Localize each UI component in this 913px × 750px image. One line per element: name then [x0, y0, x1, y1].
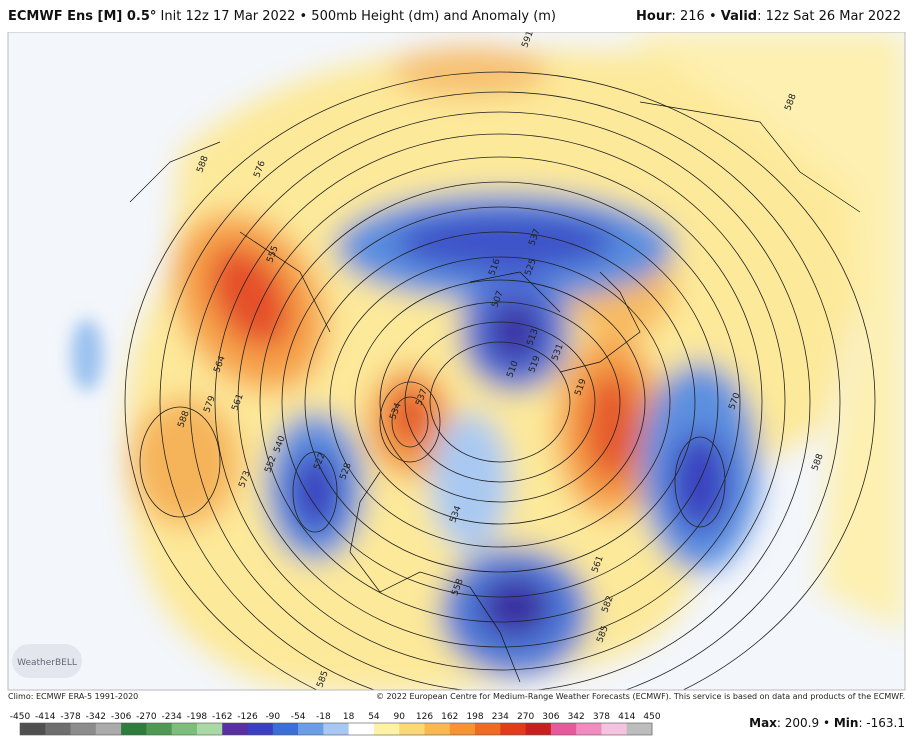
valid-label: Valid	[720, 9, 758, 24]
valid-info: Hour: 216 • Valid: 12z Sat 26 Mar 2022	[636, 9, 901, 24]
colorbar-tick-label: -450	[10, 712, 31, 722]
colorbar-tick-label: -342	[86, 712, 106, 722]
colorbar-tick-label: 54	[368, 712, 380, 722]
colorbar-tick-label: -414	[35, 712, 56, 722]
height-contours	[124, 71, 876, 690]
max-min: Max: 200.9 • Min: -163.1	[749, 716, 905, 730]
colorbar-tick-label: 450	[643, 712, 660, 722]
colorbar-segment	[146, 723, 173, 735]
colorbar-segment	[601, 723, 628, 735]
logo: WeatherBELL	[17, 658, 77, 668]
colorbar-tick-label: -378	[60, 712, 81, 722]
colorbar-segment	[373, 723, 400, 735]
colorbar-segment	[70, 723, 97, 735]
colorbar-tick-label: -198	[187, 712, 208, 722]
model: ECMWF Ens [M] 0.5°	[8, 9, 157, 24]
max: : 200.9	[777, 716, 819, 730]
colorbar-tick-label: 270	[517, 712, 534, 722]
colorbar-segment	[95, 723, 122, 735]
colorbar-tick-label: -270	[136, 712, 157, 722]
colorbar-segment	[399, 723, 425, 735]
colorbar-tick-label: 18	[343, 712, 355, 722]
colorbar-tick-label: 378	[593, 712, 610, 722]
colorbar-segment	[424, 723, 451, 735]
separator: •	[819, 716, 834, 730]
anomaly-shading	[125, 32, 905, 690]
colorbar-tick-label: -54	[291, 712, 306, 722]
colorbar-segment	[45, 723, 72, 735]
footer: Climo: ECMWF ERA-5 1991-2020 © 2022 Euro…	[8, 692, 905, 736]
colorbar-segment	[298, 723, 324, 735]
colorbar-segment	[475, 723, 501, 735]
max-label: Max	[749, 716, 777, 730]
colorbar-tick-label: -234	[161, 712, 182, 722]
colorbar-segment	[196, 723, 223, 735]
min-label: Min	[834, 716, 859, 730]
anomaly-blob	[71, 319, 103, 391]
colorbar-frame	[19, 722, 653, 736]
valid: : 12z Sat 26 Mar 2022	[757, 9, 901, 24]
colorbar-tick-label: 90	[393, 712, 405, 722]
title: ECMWF Ens [M] 0.5° Init 12z 17 Mar 2022 …	[8, 9, 556, 24]
colorbar-segment	[222, 723, 249, 735]
colorbar-segment	[550, 723, 577, 735]
map-frame	[7, 32, 906, 691]
colorbar-tick-label: 198	[466, 712, 483, 722]
copyright: © 2022 European Centre for Medium-Range …	[376, 692, 905, 701]
colorbar-segment	[323, 723, 350, 735]
colorbar-segment	[449, 723, 476, 735]
colorbar-tick-label: 342	[568, 712, 585, 722]
colorbar-tick-label: 162	[441, 712, 458, 722]
colorbar-tick-label: -126	[237, 712, 258, 722]
colorbar-tick-label: 126	[416, 712, 433, 722]
colorbar-tick-label: 414	[618, 712, 635, 722]
colorbar-segment	[500, 723, 527, 735]
coastlines	[129, 101, 861, 683]
colorbar-segment	[576, 723, 602, 735]
colorbar-segment	[348, 723, 375, 735]
colorbar-tick-label: -90	[265, 712, 280, 722]
hour: : 216 •	[671, 9, 721, 24]
colorbar-segment	[272, 723, 299, 735]
colorbar-segment	[626, 723, 653, 735]
colorbar-segment	[247, 723, 274, 735]
climo: Climo: ECMWF ERA-5 1991-2020	[8, 692, 138, 701]
colorbar-tick-label: -162	[212, 712, 232, 722]
colorbar-tick-label: -18	[316, 712, 331, 722]
hour-label: Hour	[636, 9, 672, 24]
colorbar-segment	[171, 723, 198, 735]
colorbar-segment	[525, 723, 552, 735]
logo-badge	[12, 644, 82, 678]
min: : -163.1	[858, 716, 905, 730]
colorbar-tick-label: 234	[492, 712, 509, 722]
colorbar-segment	[20, 723, 46, 735]
colorbar-segment	[121, 723, 147, 735]
description: Init 12z 17 Mar 2022 • 500mb Height (dm)…	[160, 9, 557, 24]
colorbar-tick-label: 306	[542, 712, 559, 722]
header: ECMWF Ens [M] 0.5° Init 12z 17 Mar 2022 …	[0, 0, 913, 34]
colorbar-tick-label: -306	[111, 712, 132, 722]
colorbar: -450 -414 -378 -342 -306 -270 -234 -198 -162 -126…	[10, 712, 661, 736]
